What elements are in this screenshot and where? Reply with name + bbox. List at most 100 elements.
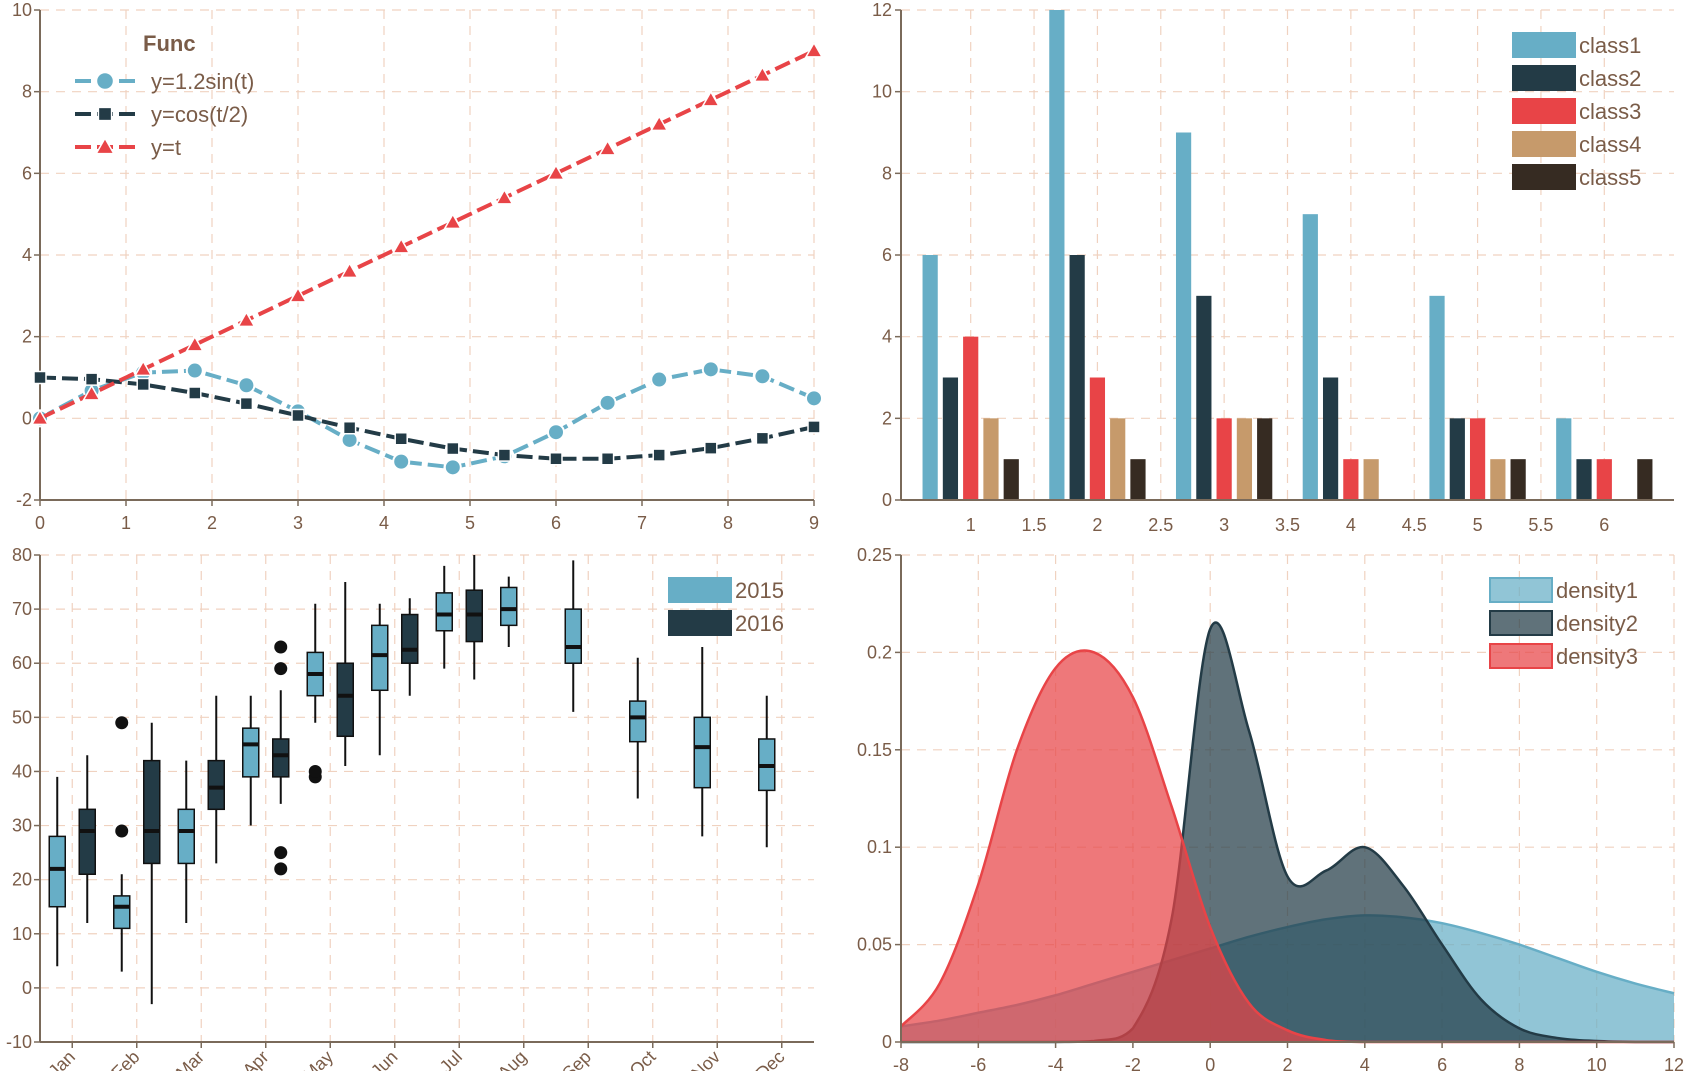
box-plot-x-tick-label: Jan [44, 1047, 79, 1071]
line-series-3-marker [340, 261, 359, 279]
line-chart-x-tick-label: 0 [35, 513, 45, 533]
line-series-1-marker [443, 458, 462, 477]
line-series-2-marker [497, 448, 512, 462]
box-2016-Mar-box [207, 759, 225, 811]
box-plot-panel: -10 0 10 20 30 40 50 60 70 80 Jan Feb Mar Apr May Jun Ju… [6, 545, 814, 1071]
bar-class5-5 [1510, 459, 1526, 500]
line-series-3-marker [649, 114, 669, 132]
line-series-3-marker [804, 41, 824, 58]
line-chart-x-tick-label: 8 [723, 513, 733, 533]
line-legend-label-1: y=1.2sin(t) [151, 69, 254, 94]
bar-chart-y-tick-label: 6 [882, 245, 892, 265]
box-plot-x-tick-label: Nov [687, 1047, 724, 1071]
line-series-2-marker [188, 386, 202, 400]
box-plot-y-tick-label: 60 [12, 653, 32, 673]
box-plot-x-tick-label: Apr [239, 1047, 273, 1071]
line-series-1-marker [185, 361, 204, 380]
box-legend-label-2: 2016 [735, 611, 784, 636]
bar-chart-y-tick-label: 8 [882, 163, 892, 183]
line-series-2-marker [600, 452, 615, 466]
box-2016-Feb-box [143, 759, 161, 865]
line-chart-legend: Func y=1.2sin(t) y=cos(t/2) y=t [75, 31, 254, 160]
box-plot-x-tick-label: Feb [107, 1047, 143, 1071]
line-series-3-marker [391, 237, 411, 254]
line-series-1-marker [547, 423, 565, 442]
bar-class3-3 [1216, 418, 1232, 500]
box-plot-x-tick-label: May [299, 1047, 337, 1071]
box-legend-swatch-2 [668, 610, 732, 636]
box-legend-swatch-1 [668, 577, 732, 603]
bar-legend-swatch-3 [1512, 98, 1576, 124]
bar-legend-swatch-2 [1512, 65, 1576, 91]
line-legend-label-2: y=cos(t/2) [151, 102, 248, 127]
bar-class1-5 [1429, 295, 1445, 500]
line-series-1-marker [753, 367, 772, 386]
line-series-3-marker [495, 188, 514, 205]
box-plot-y-tick-label: 0 [22, 978, 32, 998]
line-chart-legend-title: Func [143, 31, 196, 56]
bar-chart-y-tick-label: 0 [882, 490, 892, 510]
line-chart-legend-items: y=1.2sin(t) y=cos(t/2) y=t [75, 69, 254, 160]
bar-chart-x-tick-label: 1.5 [1022, 515, 1047, 535]
density-chart-panel: 0 0.05 0.1 0.15 0.2 0.25 -8 -6 -4 -2 0 2 4 6 8 10 12 den… [857, 545, 1684, 1071]
density-chart-x-tick-label: 2 [1282, 1055, 1292, 1071]
box-2015-Nov-box [693, 716, 711, 789]
box-2015-Feb-outlier [115, 824, 129, 838]
bar-class5-3 [1257, 418, 1273, 500]
bar-class2-2 [1069, 255, 1085, 500]
line-series-2-marker [342, 420, 357, 435]
line-chart-y-tick-label: 2 [22, 327, 32, 347]
line-series-3-marker [133, 359, 153, 377]
line-series-2-marker [549, 452, 563, 466]
bar-class2-5 [1449, 418, 1465, 500]
box-plot-x-tick-label: Sep [558, 1047, 595, 1071]
line-chart-x-tick-label: 9 [809, 513, 819, 533]
bar-class3-6 [1596, 459, 1612, 500]
density-legend-label-3: density3 [1556, 644, 1638, 669]
line-series-2-marker [136, 377, 150, 392]
box-plot-legend: 2015 2016 [668, 577, 784, 636]
line-series-3-marker [237, 310, 256, 328]
box-plot-y-tick-label: 40 [12, 761, 32, 781]
box-legend-label-1: 2015 [735, 578, 784, 603]
box-plot-y-tick-label: 20 [12, 870, 32, 890]
bar-chart-x-tick-label: 6 [1599, 515, 1609, 535]
bar-class3-1 [963, 336, 979, 500]
line-chart-y-tick-label: 0 [22, 408, 32, 428]
box-2015-Mar-box [177, 808, 195, 865]
bar-chart-x-tick-label: 3 [1219, 515, 1229, 535]
line-chart-x-tick-label: 1 [121, 513, 131, 533]
line-series-2 [39, 375, 815, 461]
line-series-1-marker [237, 376, 256, 395]
box-2016-Apr-outlier [274, 662, 288, 676]
box-plot-x-tick-label: Dec [752, 1047, 789, 1071]
bar-legend-label-4: class4 [1579, 132, 1641, 157]
line-chart-y-tick-label: -2 [16, 490, 32, 510]
box-plot-x-tick-label: Jun [367, 1047, 402, 1071]
box-2016-Apr-outlier [274, 862, 288, 876]
density-chart-x-tick-label: -6 [970, 1055, 986, 1071]
box-plot-y-tick-label: 80 [12, 545, 32, 565]
box-2015-Apr-box [242, 727, 260, 778]
line-series-3 [39, 49, 815, 421]
bar-chart-bars [922, 10, 1653, 500]
box-2015-Feb-outlier [115, 716, 129, 730]
bar-legend-label-5: class5 [1579, 165, 1641, 190]
line-series-3-marker [546, 163, 566, 181]
bar-chart-plot-area: 0 2 4 6 8 10 12 1 1.5 2 2.5 3 3.5 4 4.5 5 5.5 6 [872, 0, 1674, 535]
density-chart-y-tick-label: 0 [882, 1032, 892, 1052]
box-plot-y-tick-label: 30 [12, 816, 32, 836]
bar-chart-x-tick-label: 4.5 [1402, 515, 1427, 535]
bar-chart-x-tick-label: 5 [1473, 515, 1483, 535]
line-series-3-marker [185, 335, 205, 352]
density-chart-x-tick-label: -4 [1048, 1055, 1064, 1071]
line-legend-marker-1 [95, 71, 115, 91]
box-2016-May-box [336, 662, 354, 738]
density-chart-y-tick-label: 0.25 [857, 545, 892, 565]
line-chart-x-tick-label: 5 [465, 513, 475, 533]
line-legend-label-3: y=t [151, 135, 181, 160]
box-2015-Jun-box [371, 624, 389, 692]
bar-class4-3 [1236, 418, 1253, 500]
bar-class5-6 [1637, 459, 1653, 500]
density-chart-x-tick-label: 0 [1205, 1055, 1215, 1071]
